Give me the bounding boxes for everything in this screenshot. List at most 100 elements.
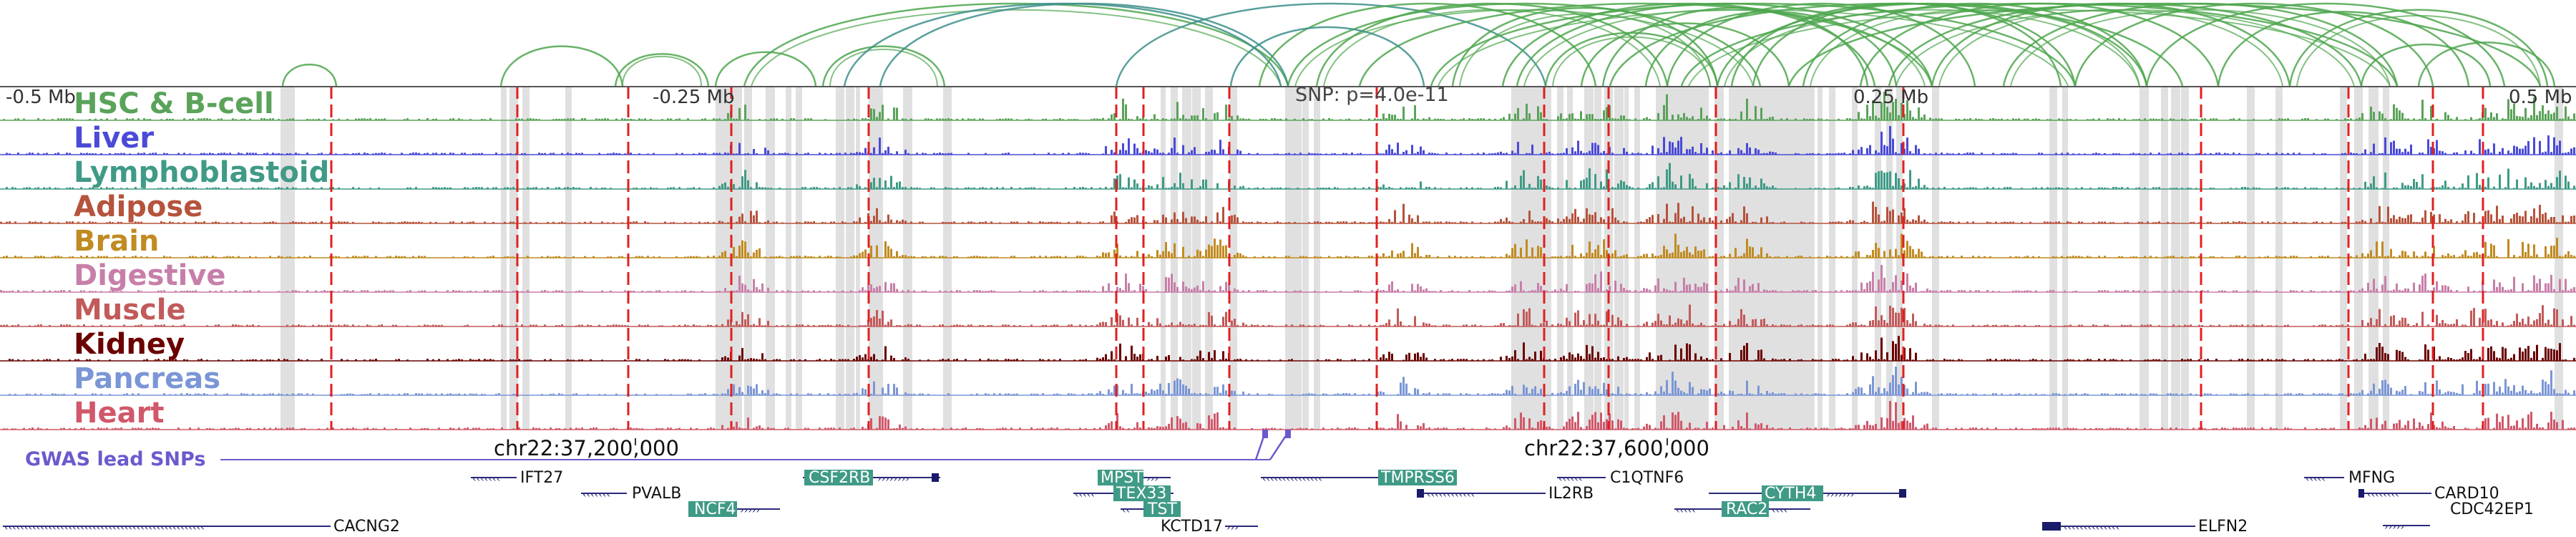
signal-bar: [2407, 324, 2409, 326]
signal-bar: [933, 325, 935, 326]
signal-bar: [1740, 309, 1742, 326]
signal-bar: [1772, 289, 1774, 292]
signal-bar: [1583, 119, 1585, 120]
signal-bar: [1073, 187, 1075, 189]
signal-bar: [478, 153, 480, 155]
signal-bar: [2450, 118, 2452, 120]
signal-bar: [140, 256, 142, 258]
signal-bar: [2058, 393, 2060, 395]
signal-bar: [1360, 153, 1362, 155]
signal-bar: [1855, 119, 1857, 120]
signal-bar: [2293, 221, 2295, 223]
signal-bar: [1775, 290, 1777, 292]
signal-bar: [1755, 185, 1757, 189]
signal-bar: [1076, 119, 1078, 120]
signal-bar: [1574, 357, 1576, 361]
signal-bar: [1858, 325, 1860, 326]
signal-bar: [601, 221, 603, 223]
signal-bar: [907, 289, 909, 292]
signal-bar: [896, 220, 898, 223]
signal-bar: [790, 118, 792, 120]
signal-bar: [2556, 238, 2558, 258]
signal-bar: [893, 187, 895, 189]
signal-bar: [1334, 187, 1336, 189]
signal-bar: [2421, 153, 2424, 155]
signal-bar: [713, 393, 715, 395]
signal-bar: [2318, 393, 2321, 395]
signal-bar: [1912, 153, 1914, 155]
signal-bar: [2545, 347, 2547, 361]
signal-bar: [796, 221, 798, 223]
signal-bar: [1151, 185, 1153, 189]
signal-bar: [1666, 324, 1668, 326]
signal-bar: [469, 393, 472, 395]
signal-bar: [232, 118, 234, 120]
signal-bar: [690, 359, 692, 361]
signal-bar: [1099, 358, 1101, 361]
signal-bar: [37, 118, 39, 120]
signal-bar: [1835, 256, 1837, 258]
signal-bar: [1963, 290, 1966, 292]
signal-bar: [1657, 176, 1659, 189]
signal-bar: [1674, 380, 1677, 395]
signal-bar: [143, 188, 145, 189]
signal-bar: [2032, 118, 2034, 120]
signal-bar: [779, 256, 781, 258]
signal-bar: [899, 221, 901, 223]
signal-bar: [558, 256, 560, 258]
signal-bar: [2533, 244, 2535, 258]
signal-bar: [1125, 393, 1127, 395]
signal-bar: [1554, 289, 1556, 292]
signal-bar: [1860, 387, 1863, 395]
signal-bar: [1245, 119, 1247, 120]
signal-bar: [1374, 118, 1376, 120]
signal-bar: [2550, 152, 2552, 155]
signal-bar: [172, 118, 174, 120]
signal-bar: [1929, 393, 1931, 395]
signal-bar: [2502, 322, 2504, 326]
signal-bar: [1589, 354, 1591, 361]
signal-bar: [2573, 113, 2575, 120]
signal-bar: [1008, 324, 1010, 326]
signal-bar: [2547, 253, 2550, 258]
signal-bar: [1531, 389, 1533, 395]
signal-bar: [2384, 137, 2386, 155]
signal-bar: [94, 393, 97, 395]
signal-bar: [2373, 176, 2375, 189]
signal-bar: [1008, 153, 1010, 155]
signal-bar: [2356, 393, 2358, 395]
signal-bar: [1680, 291, 1682, 292]
signal-bar: [644, 221, 646, 223]
signal-bar: [1746, 98, 1748, 120]
signal-bar: [1443, 324, 1445, 326]
signal-bar: [959, 290, 961, 292]
signal-bar: [527, 187, 529, 189]
signal-bar: [2356, 255, 2358, 258]
signal-bar: [1566, 317, 1568, 326]
signal-bar: [2413, 251, 2415, 258]
signal-bar: [1179, 118, 1181, 120]
signal-bar: [819, 359, 821, 361]
signal-bar: [547, 221, 549, 223]
signal-bar: [2210, 324, 2212, 326]
signal-bar: [904, 392, 907, 395]
signal-bar: [438, 324, 440, 326]
signal-bar: [810, 221, 812, 223]
signal-bar: [690, 188, 692, 189]
signal-bar: [1972, 393, 1974, 395]
signal-bar: [756, 359, 758, 361]
signal-bar: [1886, 107, 1888, 120]
signal-bar: [718, 185, 721, 189]
signal-bar: [2539, 183, 2541, 189]
signal-bar: [1122, 98, 1124, 120]
signal-bar: [527, 118, 529, 120]
signal-bar: [2024, 394, 2026, 395]
signal-bar: [509, 359, 512, 361]
signal-bar: [1915, 145, 1917, 155]
signal-bar: [572, 359, 575, 361]
signal-bar: [252, 187, 254, 189]
signal-bar: [1757, 188, 1760, 189]
signal-bar: [1909, 221, 1911, 223]
signal-bar: [1225, 358, 1227, 361]
signal-bar: [2078, 153, 2080, 155]
